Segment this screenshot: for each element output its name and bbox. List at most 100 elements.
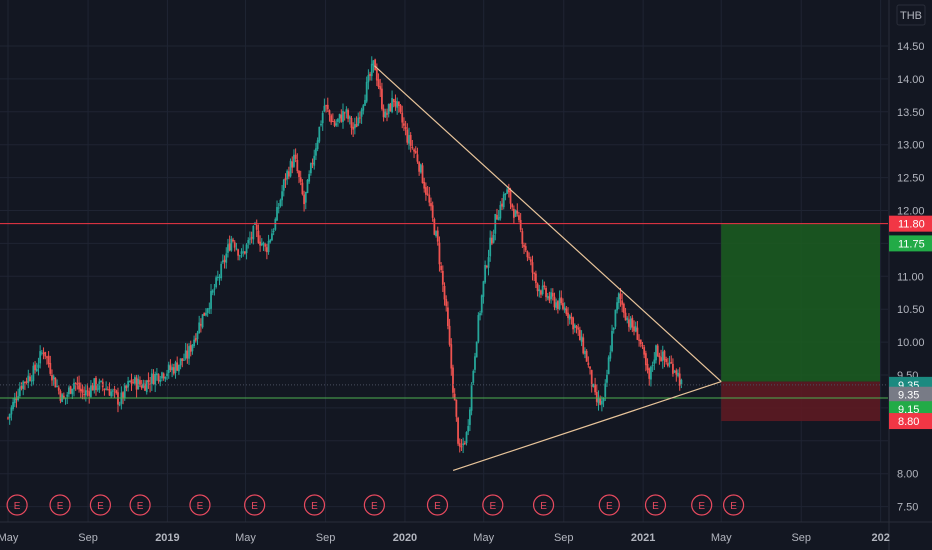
earnings-marker[interactable]: E [482,494,504,516]
candle-body [594,384,597,393]
candle-body [650,366,652,380]
earnings-marker[interactable]: E [129,494,151,516]
candle-body [397,101,400,106]
earnings-marker[interactable]: E [363,494,385,516]
candle-body [419,164,422,173]
candle-body [638,339,640,341]
candle-body [179,358,182,366]
candle-body [86,390,89,392]
candle-body [362,105,365,111]
earnings-marker[interactable]: E [691,494,713,516]
candle-body [78,382,80,390]
profit-zone[interactable] [721,223,880,382]
candle-body [25,381,28,383]
candle-body [677,372,679,376]
earnings-label: E [311,501,318,512]
candle-body [161,372,163,379]
candle-body [144,383,146,391]
candle-body [279,199,282,207]
candle-body [189,345,192,352]
long-position-tool[interactable] [721,223,880,422]
time-axis[interactable]: May Sep 2019 May Sep 2020 May Sep 2021 May Sep 202 [0,521,932,544]
candle-body [183,359,185,361]
candle-body [177,364,180,372]
candle-body [445,299,448,306]
lower-trendline[interactable] [452,381,722,471]
currency-label[interactable]: THB [896,4,926,26]
candle-body [208,308,211,310]
earnings-marker[interactable]: E [303,494,326,516]
candle-body [436,230,439,242]
price-tag-bg [889,235,932,252]
candle-body [162,373,165,379]
candle-body [18,387,21,397]
candle-body [259,241,261,246]
earnings-marker[interactable]: E [49,494,71,516]
candlestick-series [7,56,683,453]
candle-body [68,387,70,395]
time-tick-label: 2020 [393,532,417,544]
candle-body [325,105,327,107]
candle-body [389,103,392,112]
candle-body [171,367,174,371]
candle-body [30,380,33,382]
earnings-circle [482,494,504,516]
candle-body [411,147,414,149]
earnings-marker[interactable]: E [644,494,667,516]
candle-body [458,443,461,447]
candle-body [287,171,290,177]
candle-body [118,404,121,406]
earnings-marker[interactable]: E [532,494,555,516]
candle-body [568,315,571,320]
candle-body [328,110,331,115]
candle-body [587,362,590,366]
candle-body [607,357,610,375]
candle-body [406,129,409,143]
candle-body [580,336,583,342]
earnings-circle [244,494,266,516]
candle-body [360,109,363,117]
candle-body [296,159,299,172]
earnings-marker[interactable]: E [89,494,112,516]
horizontal-lines[interactable] [0,223,888,399]
candle-body [237,249,240,256]
time-tick-label: 2021 [631,532,655,544]
candle-body [112,390,114,392]
upper-trendline[interactable] [373,65,722,383]
earnings-marker[interactable]: E [244,494,266,516]
candle-body [201,314,204,328]
candle-body [438,242,441,265]
price-axis[interactable]: 7.508.009.5010.0010.5011.0012.0012.5013.… [888,0,925,550]
candle-body [651,365,654,367]
candle-body [172,367,175,374]
earnings-marker[interactable]: E [189,494,211,516]
candle-body [347,110,349,119]
candle-body [342,111,344,122]
candle-body [617,293,620,304]
candle-body [330,115,333,123]
candle-body [519,219,522,230]
earnings-marker[interactable]: E [6,494,28,516]
time-tick-label: Sep [554,532,574,544]
candle-body [203,312,206,316]
earnings-marker[interactable]: E [598,494,620,516]
price-tick-label: 8.00 [897,469,918,481]
loss-zone[interactable] [721,381,880,422]
price-tick-label: 12.50 [897,173,925,185]
candle-body [538,289,541,292]
earnings-marker[interactable]: E [722,494,745,516]
candle-body [110,391,113,397]
candle-body [191,344,194,352]
trendlines[interactable] [373,65,722,471]
candle-body [186,350,189,359]
candle-body [357,117,360,126]
candle-body [130,379,133,384]
candle-body [619,293,622,300]
earnings-marker[interactable]: E [426,494,449,516]
candle-body [69,386,72,394]
earnings-label: E [652,501,659,512]
candle-body [643,347,646,355]
